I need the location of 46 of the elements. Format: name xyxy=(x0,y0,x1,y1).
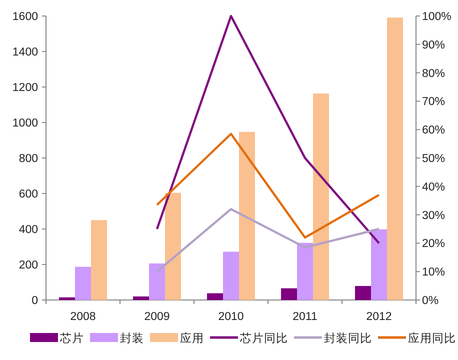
legend-label: 芯片 xyxy=(59,332,84,345)
x-tick-label: 2011 xyxy=(292,311,318,323)
bar xyxy=(207,293,223,300)
bar xyxy=(239,132,255,300)
bar xyxy=(59,297,75,300)
y-tick-label: 800 xyxy=(18,153,38,165)
y2-tick-label: 10% xyxy=(422,266,446,279)
legend-label: 封装 xyxy=(120,332,144,345)
y-tick-label: 600 xyxy=(18,188,38,200)
y-tick-label: 1600 xyxy=(12,11,38,23)
y2-tick-label: 20% xyxy=(422,238,446,250)
y-tick-label: 1000 xyxy=(12,118,38,130)
y-tick-label: 200 xyxy=(18,260,38,272)
legend-label: 芯片同比 xyxy=(239,332,288,345)
y-tick-label: 1200 xyxy=(12,82,38,94)
bar xyxy=(133,296,149,300)
y2-tick-label: 30% xyxy=(422,210,446,222)
bar xyxy=(223,252,239,300)
bar xyxy=(297,242,313,300)
x-tick-label: 2009 xyxy=(144,311,170,323)
legend-label: 应用 xyxy=(180,331,204,345)
y2-tick-label: 50% xyxy=(422,153,446,165)
legend-label: 应用同比 xyxy=(408,331,456,345)
x-tick-label: 2012 xyxy=(366,311,392,323)
y2-tick-label: 90% xyxy=(422,39,446,52)
y2-tick-label: 80% xyxy=(422,68,446,80)
y2-tick-label: 40% xyxy=(422,181,446,194)
bar xyxy=(387,18,403,300)
bar xyxy=(91,220,107,300)
bar xyxy=(355,286,371,300)
x-tick-label: 2010 xyxy=(218,311,244,323)
bar xyxy=(371,229,387,300)
legend-label: 封装同比 xyxy=(324,332,372,345)
y2-tick-label: 70% xyxy=(422,96,446,108)
bar xyxy=(165,192,181,300)
y-tick-label: 0 xyxy=(32,295,38,307)
y2-tick-label: 60% xyxy=(422,124,446,137)
y2-tick-label: 0% xyxy=(422,295,439,307)
y-tick-label: 1400 xyxy=(12,46,38,58)
bar xyxy=(313,94,329,300)
y-tick-label: 400 xyxy=(18,224,38,236)
bar xyxy=(75,266,91,300)
bar xyxy=(149,263,165,300)
y2-tick-label: 100% xyxy=(422,11,452,23)
x-tick-label: 2008 xyxy=(70,311,96,323)
bar xyxy=(281,288,297,300)
